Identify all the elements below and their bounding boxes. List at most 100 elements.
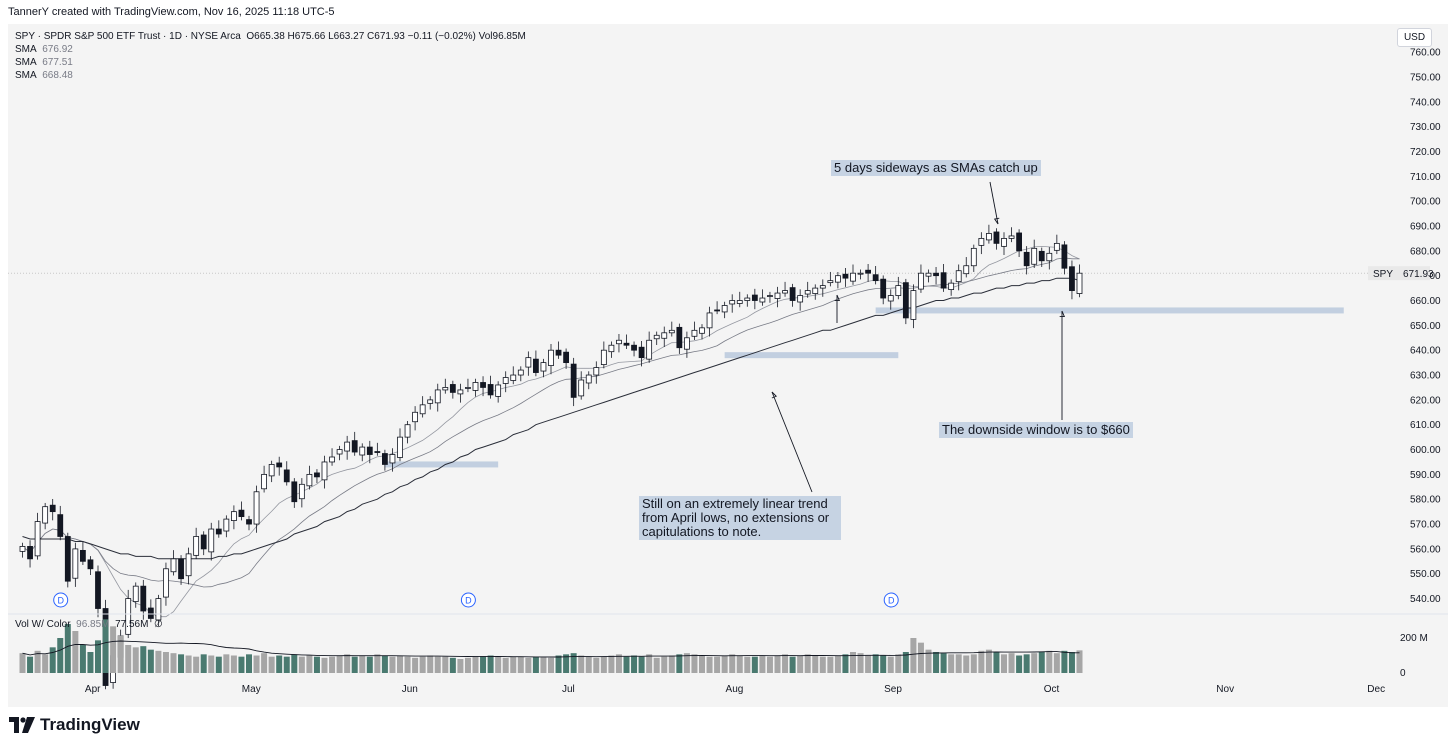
- candle-body: [1001, 238, 1007, 247]
- volume-bar: [638, 656, 645, 673]
- volume-bar: [578, 655, 585, 673]
- chart-area[interactable]: 540.00 550.00 560.00 570.00 580.00 590.00 600.…: [8, 24, 1448, 707]
- candle-body: [351, 440, 358, 453]
- candle-body: [736, 300, 743, 304]
- candle-body: [495, 384, 502, 397]
- candle-body: [986, 233, 992, 241]
- candle-body: [585, 374, 592, 384]
- time-axis-label: Nov: [1216, 684, 1234, 695]
- candle-body: [1023, 251, 1030, 267]
- support-zone: [384, 461, 499, 468]
- price-axis-label: 710.00: [1410, 172, 1441, 183]
- volume-bar: [140, 646, 147, 673]
- volume-bar: [419, 656, 426, 673]
- dividend-marker: [53, 592, 69, 608]
- tradingview-logo[interactable]: TradingView: [9, 715, 140, 735]
- volume-bar: [49, 647, 56, 673]
- volume-bar: [147, 649, 154, 673]
- candle-body: [140, 585, 147, 612]
- volume-bar: [87, 652, 94, 673]
- volume-bar: [842, 654, 849, 673]
- volume-bar: [1076, 650, 1083, 673]
- volume-bar: [457, 659, 464, 673]
- price-axis-label: 700.00: [1410, 197, 1441, 208]
- dividend-marker: [460, 592, 476, 608]
- candle-body: [283, 469, 290, 483]
- volume-bar: [442, 656, 449, 673]
- candle-body: [857, 272, 864, 275]
- candle-body: [170, 558, 177, 573]
- volume-bar: [1016, 655, 1023, 673]
- volume-bar: [736, 655, 743, 673]
- volume-bar: [427, 655, 434, 673]
- credit-line: TannerY created with TradingView.com, No…: [8, 6, 335, 18]
- candle-body: [230, 511, 237, 521]
- time-axis-label: Dec: [1367, 684, 1385, 695]
- volume-bar: [57, 638, 64, 673]
- time-axis-label: Jul: [562, 684, 575, 695]
- candle-body: [570, 363, 577, 398]
- volume-bar: [215, 656, 222, 673]
- volume-bar: [751, 656, 758, 673]
- candle-body: [819, 285, 826, 289]
- currency-button[interactable]: USD: [1397, 28, 1432, 47]
- candle-body: [910, 290, 917, 320]
- candle-body: [321, 461, 328, 481]
- candle-body: [600, 349, 607, 365]
- price-axis-label: 560.00: [1410, 544, 1441, 555]
- tradingview-logo-icon: [9, 717, 35, 733]
- volume-bar: [525, 657, 532, 673]
- legend-sma-1[interactable]: SMA 676.92: [15, 44, 73, 55]
- legend-sma-3[interactable]: SMA 668.48: [15, 70, 73, 81]
- volume-bar: [487, 655, 494, 673]
- volume-bar: [351, 656, 358, 673]
- volume-bar: [449, 657, 456, 673]
- time-axis-label: Oct: [1044, 684, 1060, 695]
- candle-body: [306, 473, 313, 487]
- candle-body: [253, 491, 260, 525]
- volume-bar: [34, 650, 41, 673]
- arrow-sideways-head: [993, 217, 1000, 225]
- candle-body: [789, 287, 796, 301]
- volume-bar: [933, 652, 940, 673]
- volume-bar: [381, 655, 388, 673]
- volume-bar: [615, 654, 622, 673]
- candle-body: [563, 351, 569, 364]
- candle-body: [1069, 266, 1075, 291]
- volume-bar: [366, 656, 373, 673]
- candle-body: [1046, 252, 1053, 262]
- volume-bar: [510, 656, 517, 673]
- volume-bar: [797, 655, 804, 673]
- legend-ohlc: O665.38 H675.66 L663.27 C671.93 −0.11 (−…: [246, 31, 526, 42]
- candle-body: [397, 436, 403, 458]
- volume-bar: [766, 656, 773, 673]
- legend-title: SPY · SPDR S&P 500 ETF Trust · 1D · NYSE…: [15, 31, 241, 42]
- volume-bar: [185, 655, 192, 673]
- candle-body: [1031, 247, 1038, 265]
- candle-body: [608, 344, 615, 353]
- volume-bar: [517, 656, 524, 673]
- price-axis-label: 540.00: [1410, 594, 1441, 605]
- candle-body: [887, 295, 894, 302]
- volume-bar: [404, 656, 411, 673]
- volume-bar: [1053, 653, 1060, 673]
- candle-body: [767, 295, 773, 297]
- candle-body: [555, 349, 562, 356]
- dividend-marker-label: D: [888, 596, 895, 606]
- volume-bar: [223, 654, 230, 673]
- volume-legend[interactable]: Vol W/ Color 96.85M 77.56M ∅: [15, 619, 163, 630]
- volume-bar: [117, 635, 124, 673]
- volume-bar: [1023, 654, 1030, 673]
- volume-bar: [102, 619, 109, 673]
- candle-body: [676, 326, 683, 349]
- volume-bar: [64, 624, 71, 673]
- candle-body: [480, 382, 486, 388]
- price-chart[interactable]: 540.00 550.00 560.00 570.00 580.00 590.00 600.…: [8, 24, 1448, 707]
- volume-bar: [230, 655, 237, 673]
- candle-body: [940, 272, 947, 289]
- volume-bar: [653, 657, 660, 673]
- volume-bar: [963, 655, 970, 673]
- legend-sma-2[interactable]: SMA 677.51: [15, 57, 73, 68]
- volume-bar: [570, 653, 577, 673]
- candle-body: [185, 553, 192, 577]
